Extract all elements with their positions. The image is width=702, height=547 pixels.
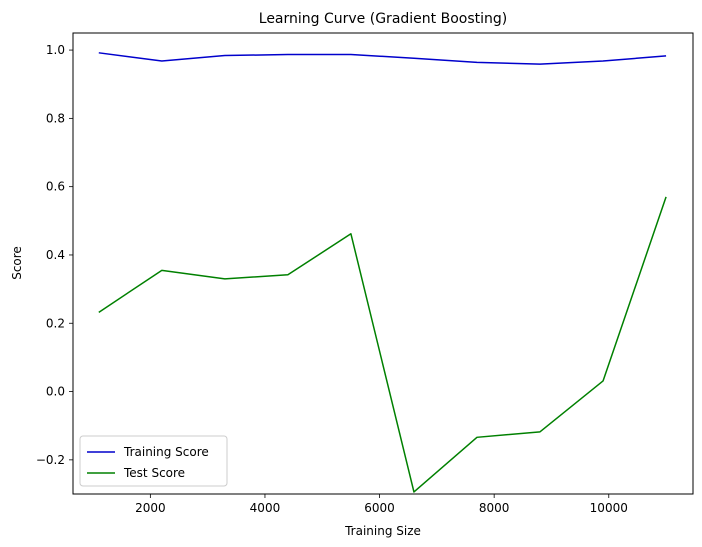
series-layer	[98, 52, 667, 493]
x-tick-label: 6000	[364, 501, 395, 515]
y-tick-label: −0.2	[36, 453, 65, 467]
y-tick-label: 0.2	[46, 316, 65, 330]
x-tick-label: 10000	[590, 501, 628, 515]
y-tick-label: 1.0	[46, 43, 65, 57]
legend-label-test-score: Test Score	[123, 466, 185, 480]
x-tick-label: 4000	[250, 501, 281, 515]
y-tick-label: 0.8	[46, 111, 65, 125]
y-tick-label: 0.6	[46, 180, 65, 194]
legend: Training Score Test Score	[79, 435, 228, 487]
series-line-test-score	[98, 196, 667, 493]
y-tick-label: 0.0	[46, 385, 65, 399]
x-tick-label: 2000	[135, 501, 166, 515]
series-line-training-score	[98, 52, 667, 65]
legend-box	[79, 435, 228, 487]
plot-frame	[72, 32, 694, 495]
y-axis-label: Score	[10, 246, 24, 280]
legend-label-training-score: Training Score	[123, 445, 209, 459]
y-tick-label: 0.4	[46, 248, 65, 262]
x-tick-label: 8000	[479, 501, 510, 515]
ticks-layer: 2000 4000 6000 8000 10000 −0.2 0.0 0.2 0.4 0.6 0.8…	[36, 43, 628, 515]
x-axis-label: Training Size	[344, 524, 421, 538]
chart-title: Learning Curve (Gradient Boosting)	[259, 11, 507, 27]
